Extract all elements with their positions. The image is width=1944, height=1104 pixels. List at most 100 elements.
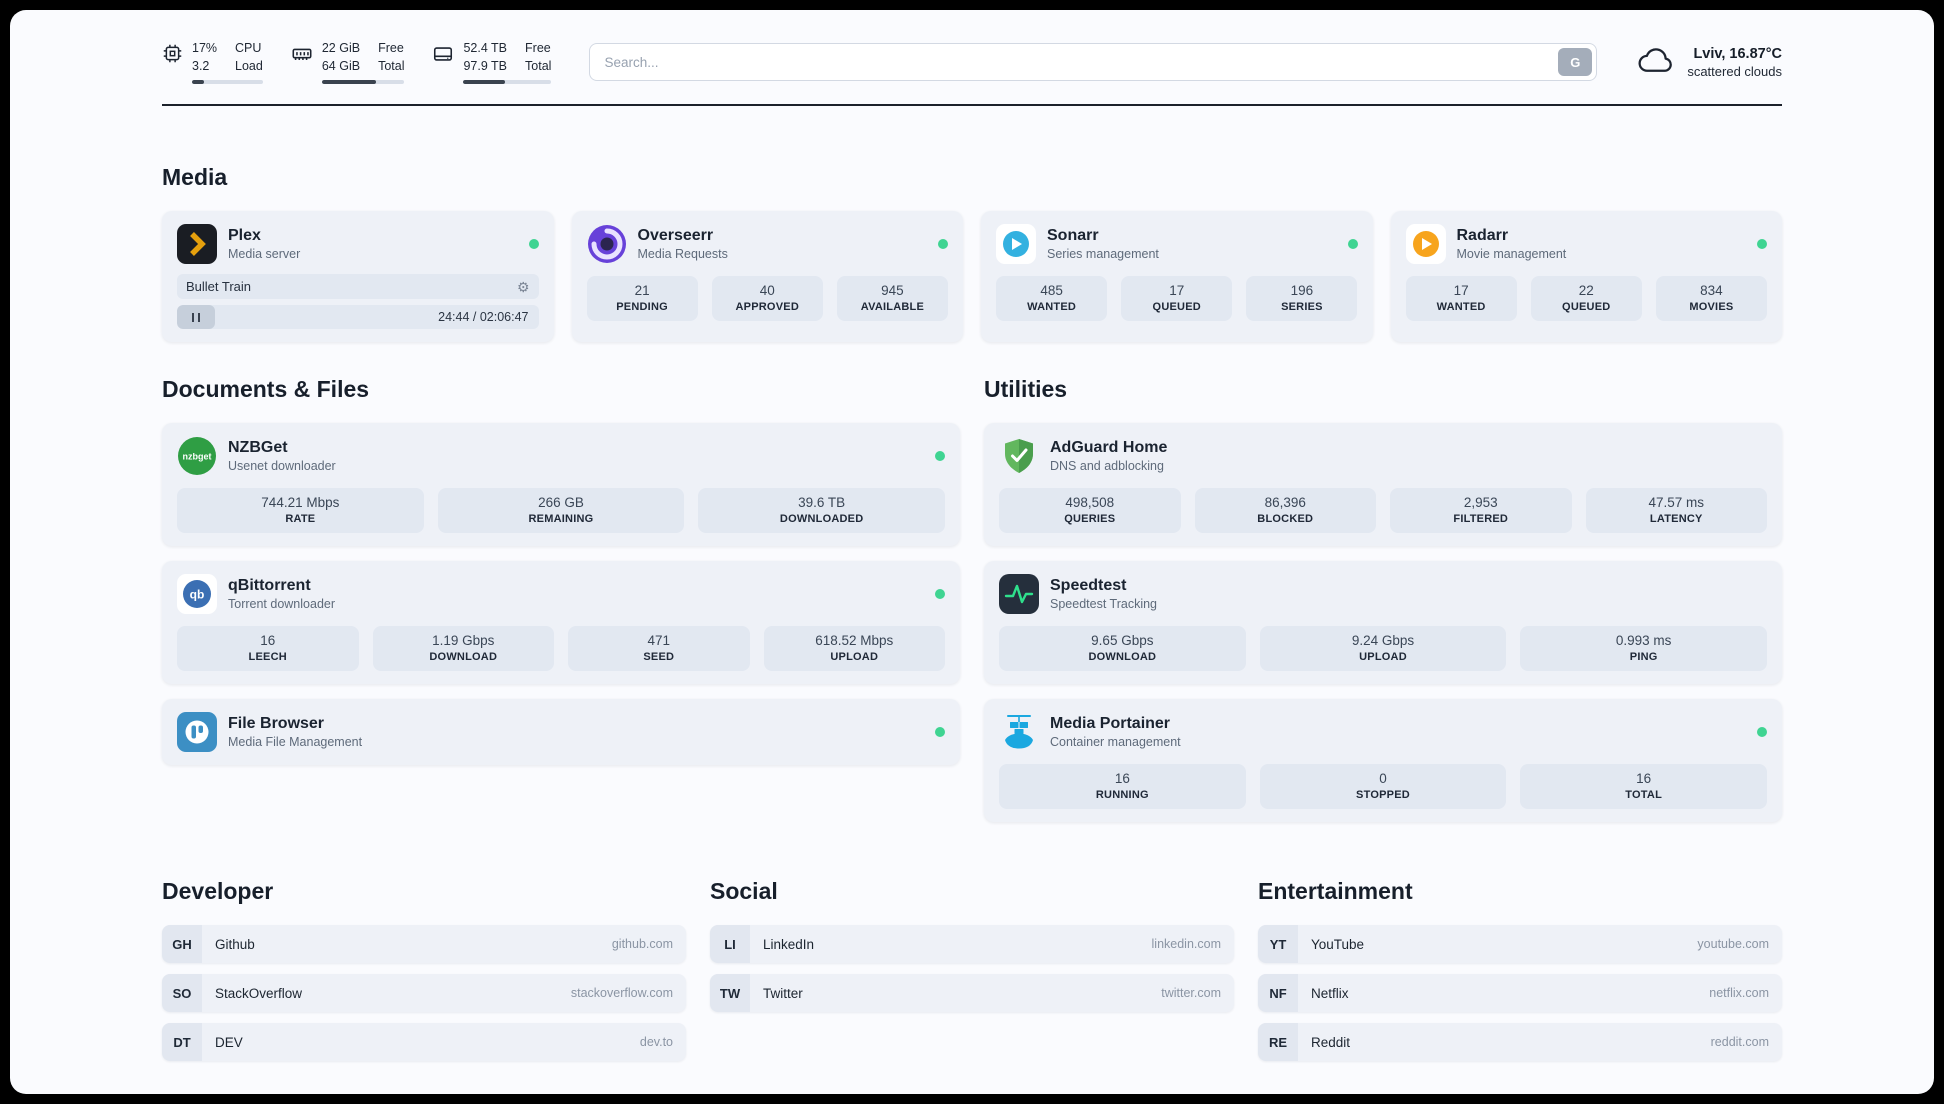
ram-total-value: 64 GiB (321, 58, 361, 73)
app-title: AdGuard Home (1050, 439, 1168, 456)
cpu-percent: 17% (192, 41, 218, 55)
documents-column: Documents & Files nzbget NZBGet Usenet d… (162, 376, 960, 765)
app-card-plex[interactable]: Plex Media server Bullet Train ⚙ 24:44 /… (162, 211, 554, 342)
bookmark-youtube[interactable]: YT YouTube youtube.com (1258, 925, 1782, 963)
stat-queued: 22 QUEUED (1530, 276, 1642, 321)
search-engine-button[interactable]: G (1558, 48, 1593, 76)
stat-value: 16 (1114, 771, 1130, 786)
stat-remaining: 266 GB REMAINING (437, 488, 685, 533)
stat-stopped: 0 STOPPED (1259, 764, 1507, 809)
cpu-label: CPU (235, 41, 262, 55)
header-divider (162, 104, 1782, 106)
stat-label: STOPPED (1356, 789, 1410, 801)
stat-value: 834 (1700, 283, 1723, 298)
bookmark-dev[interactable]: DT DEV dev.to (162, 1023, 686, 1061)
bookmark-stackoverflow[interactable]: SO StackOverflow stackoverflow.com (162, 974, 686, 1012)
app-card-portainer[interactable]: Media Portainer Container management 16 R… (984, 699, 1782, 822)
stat-label: SERIES (1281, 301, 1323, 313)
stat-value: 9.24 Gbps (1351, 633, 1415, 648)
pause-button[interactable] (177, 305, 215, 329)
stat-label: REMAINING (528, 513, 594, 525)
portainer-icon (1005, 715, 1033, 749)
cpu-icon (163, 44, 182, 63)
stat-value: 498,508 (1065, 495, 1115, 510)
app-card-filebrowser[interactable]: File Browser Media File Management (162, 699, 960, 765)
stat-label: RATE (285, 513, 316, 525)
bookmark-url: netflix.com (1709, 986, 1769, 1000)
app-subtitle: Movie management (1456, 247, 1567, 261)
app-card-qbittorrent[interactable]: qb qBittorrent Torrent downloader 16 LEEC… (162, 561, 960, 684)
app-title: NZBGet (228, 439, 288, 456)
settings-gear-icon[interactable]: ⚙ (516, 278, 530, 295)
bookmark-name: StackOverflow (215, 985, 303, 1001)
app-title: Plex (228, 227, 261, 244)
section-title-utilities: Utilities (984, 376, 1068, 402)
section-title-developer: Developer (162, 878, 274, 904)
status-online-dot (1757, 727, 1767, 737)
stat-value: 1.19 Gbps (432, 633, 495, 648)
stat-running: 16 RUNNING (999, 764, 1246, 809)
stat-label: AVAILABLE (860, 301, 925, 313)
app-title: Speedtest (1050, 577, 1127, 594)
bookmark-name: Twitter (763, 985, 803, 1001)
playback-time: 24:44 / 02:06:47 (438, 310, 529, 324)
app-title: Overseerr (637, 227, 714, 244)
app-card-speedtest[interactable]: Speedtest Speedtest Tracking 9.65 Gbps DO… (984, 561, 1782, 684)
media-cards: Plex Media server Bullet Train ⚙ 24:44 /… (162, 211, 1782, 342)
stat-value: 0 (1379, 771, 1387, 786)
stat-available: 945 AVAILABLE (836, 276, 948, 321)
bookmark-url: youtube.com (1697, 937, 1769, 951)
app-card-radarr[interactable]: Radarr Movie management 17 WANTED 22 QUEUE… (1390, 211, 1782, 342)
bookmark-reddit[interactable]: RE Reddit reddit.com (1258, 1023, 1782, 1061)
ram-values: 22 GiB 64 GiB (322, 40, 360, 75)
cpu-labels: CPU Load (235, 40, 263, 75)
app-card-sonarr[interactable]: Sonarr Series management 485 WANTED 17 QUE… (981, 211, 1373, 342)
stat-label: QUEUED (1152, 301, 1201, 313)
app-subtitle: Series management (1047, 247, 1159, 261)
bookmark-url: stackoverflow.com (570, 986, 673, 1000)
stat-label: BLOCKED (1257, 513, 1314, 525)
stat-value: 16 (260, 633, 276, 648)
stat-upload: 618.52 Mbps UPLOAD (763, 626, 945, 671)
stat-value: 17 (1169, 283, 1185, 298)
stat-latency: 47.57 ms LATENCY (1585, 488, 1767, 533)
app-subtitle: Torrent downloader (228, 597, 336, 611)
disk-stat: 52.4 TB 97.9 TB Free Total (432, 40, 552, 84)
stat-wanted: 485 WANTED (996, 276, 1108, 321)
bookmark-abbr: GH (162, 925, 202, 963)
bookmark-url: dev.to (639, 1035, 673, 1049)
search-input[interactable] (589, 43, 1598, 81)
stat-downloaded: 39.6 TB DOWNLOADED (698, 488, 945, 533)
stat-label: FILTERED (1453, 513, 1509, 525)
stat-label: QUERIES (1064, 513, 1116, 525)
app-title: Sonarr (1047, 227, 1099, 244)
stat-label: UPLOAD (830, 651, 879, 663)
system-stats: 17% 3.2 CPU Load (162, 40, 552, 84)
weather-location: Lviv, 16.87°C (1693, 45, 1782, 62)
app-subtitle: DNS and adblocking (1050, 459, 1164, 473)
disk-free-value: 52.4 TB (463, 41, 508, 55)
stat-label: APPROVED (735, 301, 799, 313)
app-card-nzbget[interactable]: nzbget NZBGet Usenet downloader 744.21 M… (162, 423, 960, 546)
app-card-adguard[interactable]: AdGuard Home DNS and adblocking 498,508 Q… (984, 423, 1782, 546)
app-card-overseerr[interactable]: Overseerr Media Requests 21 PENDING 40 APP… (571, 211, 963, 342)
ram-free-value: 22 GiB (321, 41, 361, 55)
svg-text:nzbget: nzbget (183, 452, 212, 462)
bookmark-github[interactable]: GH Github github.com (162, 925, 686, 963)
bookmark-linkedin[interactable]: LI LinkedIn linkedin.com (710, 925, 1234, 963)
bookmark-url: github.com (611, 937, 673, 951)
dashboard-page: 17% 3.2 CPU Load (10, 10, 1934, 1094)
playback-row: 24:44 / 02:06:47 (177, 305, 539, 329)
stat-value: 618.52 Mbps (815, 633, 894, 648)
adguard-icon (1005, 439, 1033, 473)
svg-text:qb: qb (190, 588, 205, 602)
stat-value: 2,953 (1463, 495, 1498, 510)
stat-value: 196 (1290, 283, 1314, 298)
bookmark-netflix[interactable]: NF Netflix netflix.com (1258, 974, 1782, 1012)
bookmark-abbr: SO (162, 974, 202, 1012)
bookmark-twitter[interactable]: TW Twitter twitter.com (710, 974, 1234, 1012)
stat-value: 47.57 ms (1648, 495, 1705, 510)
stat-label: UPLOAD (1359, 651, 1407, 663)
top-header: 17% 3.2 CPU Load (162, 40, 1782, 84)
cpu-load-value: 3.2 (192, 58, 210, 73)
